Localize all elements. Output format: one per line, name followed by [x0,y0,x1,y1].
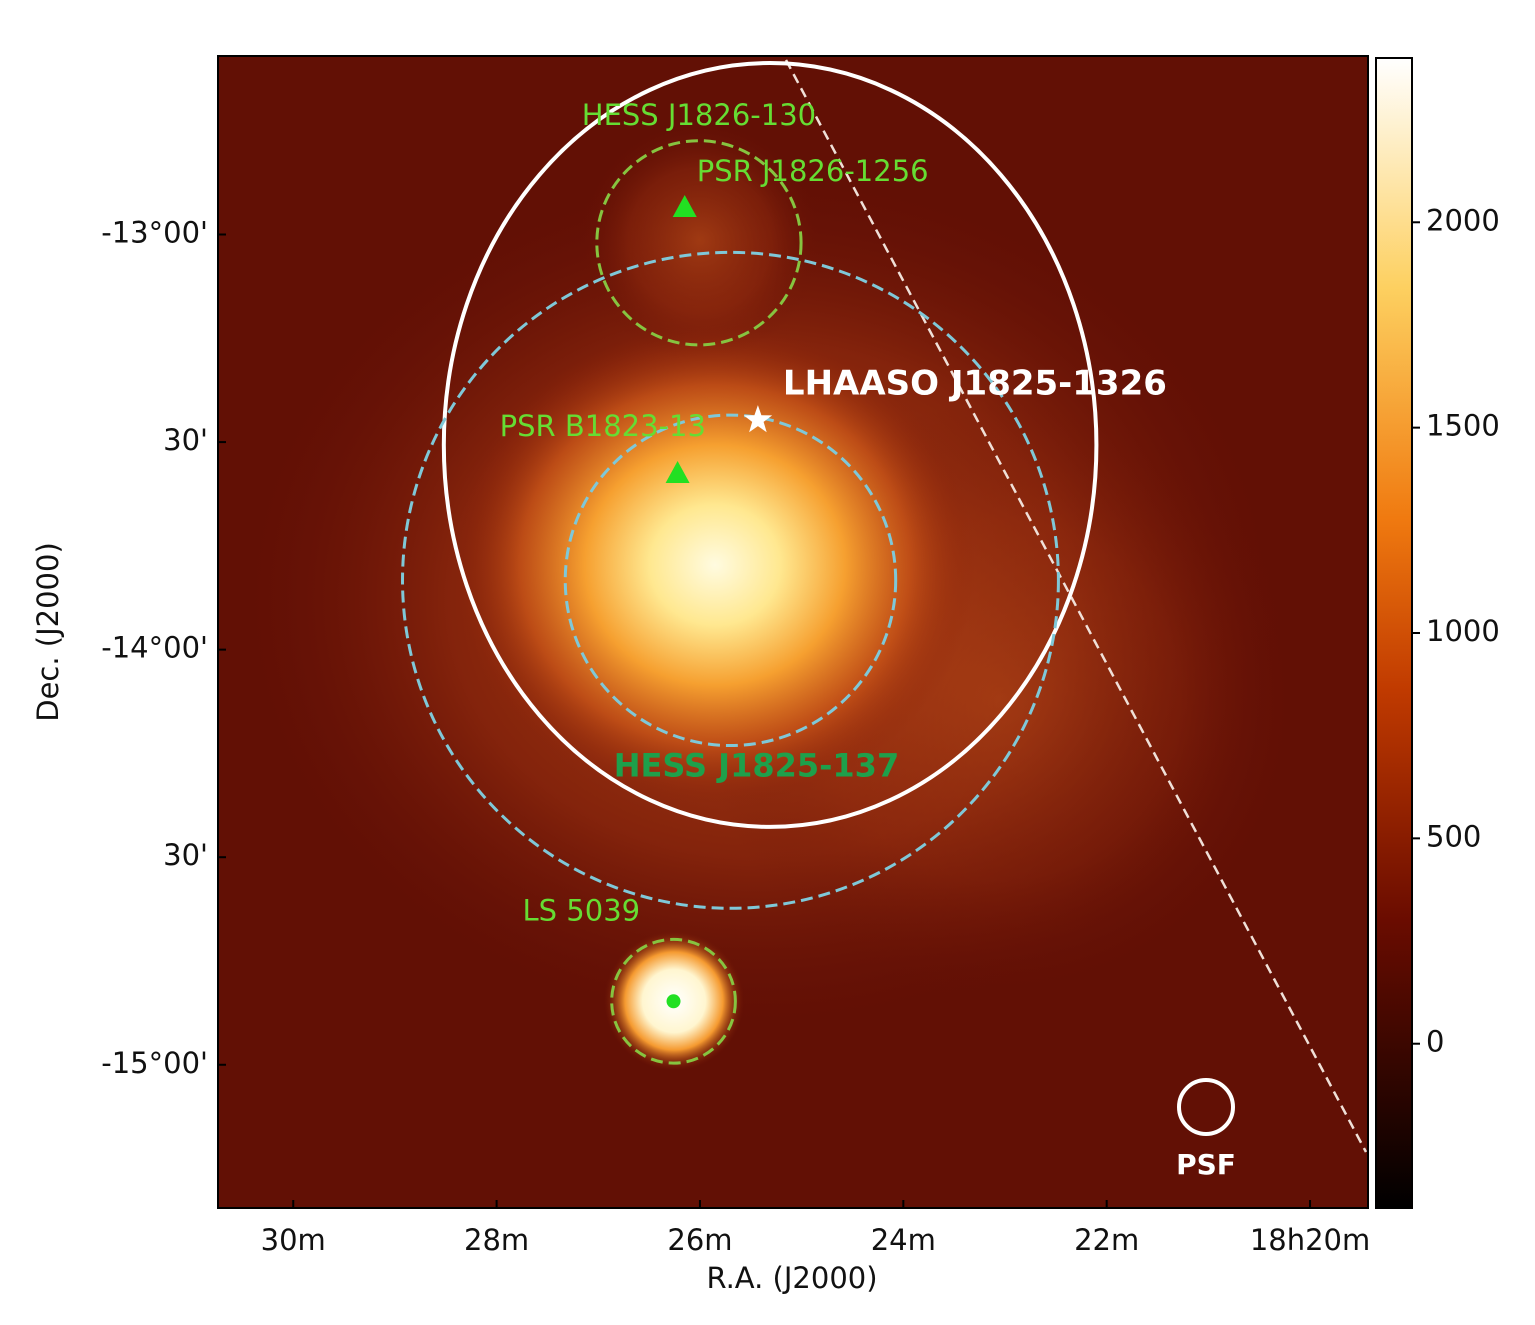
y-tick-label: -14°00' [101,631,208,665]
pulsar-marker [672,194,697,217]
pulsar-marker [665,461,690,484]
star-marker [743,405,773,433]
x-tick-label: 18h20m [1250,1223,1370,1257]
marker-label: PSR B1823-13 [500,409,706,443]
colorbar-tick-label: 1000 [1426,614,1500,648]
x-tick-label: 28m [464,1223,529,1257]
y-tick-label: 30' [163,838,208,872]
source-ellipse [441,61,1099,829]
psf-circle [1177,1078,1235,1136]
overlay: HESS J1826-130 HESS J1825-137 PSR J1826-12… [401,61,1167,1065]
colorbar [1375,57,1413,1209]
y-tick-label: -15°00' [101,1046,208,1080]
x-tick-label: 24m [871,1223,936,1257]
region-label: HESS J1825-137 [614,746,899,784]
plot-frame [217,55,1369,1209]
psf-label: PSF [1176,1148,1236,1181]
x-tick-label: 26m [667,1223,732,1257]
galactic-plane [784,59,1368,1153]
colorbar-tick-label: 1500 [1426,409,1500,443]
marker-label: LS 5039 [523,893,641,927]
x-axis-label: R.A. (J2000) [706,1261,877,1295]
colorbar-tick-label: 0 [1426,1025,1444,1059]
colorbar-tick-label: 500 [1426,819,1481,853]
region-label: HESS J1826-130 [582,98,816,132]
x-tick-label: 22m [1074,1223,1139,1257]
region-circle [563,413,898,748]
y-tick-label: 30' [163,423,208,457]
heatmap [218,56,1368,1208]
y-tick-label: -13°00' [101,216,208,250]
marker-label: LHAASO J1825-1326 [783,364,1167,404]
region-circle [595,139,803,347]
marker-label: PSR J1826-1256 [697,154,929,188]
region-circle [610,937,737,1065]
region-circle [401,250,1060,910]
y-axis-label: Dec. (J2000) [31,542,65,722]
colorbar-tick-label: 2000 [1426,203,1500,237]
dot-marker [666,994,681,1009]
x-tick-label: 30m [261,1223,326,1257]
